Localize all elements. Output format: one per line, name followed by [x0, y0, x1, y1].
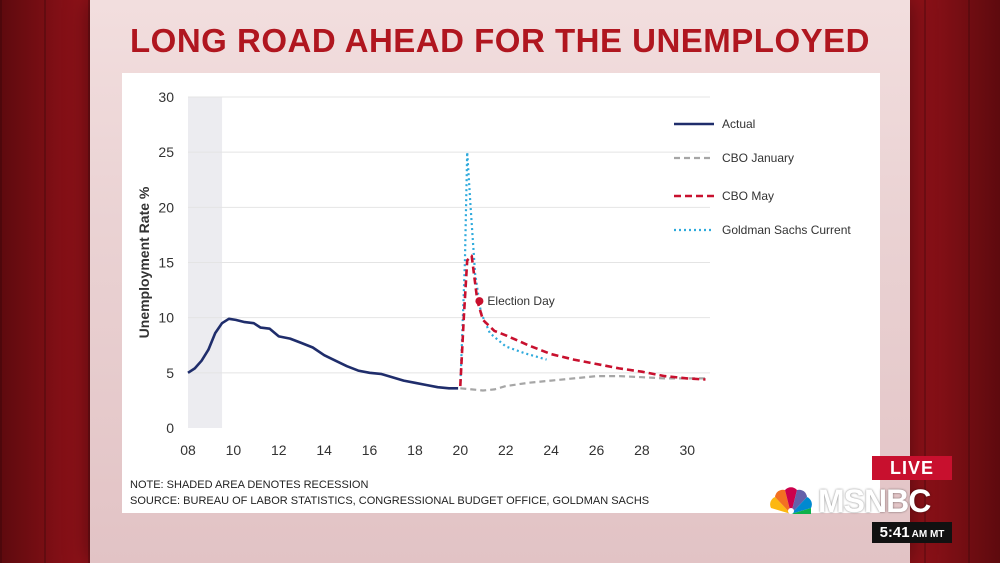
note-source: SOURCE: BUREAU OF LABOR STATISTICS, CONG…: [130, 495, 650, 507]
series-line-cbo-january: [460, 375, 706, 392]
y-tick-label: 20: [158, 199, 174, 215]
unemployment-chart: 0 5 10 15 20 25 30 08 10 12 14 16 18 20 22 24 26 28 30 Unem…: [136, 89, 851, 458]
x-tick-label: 14: [316, 442, 332, 458]
y-axis-label: Unemployment Rate %: [136, 186, 152, 338]
x-tick-label: 18: [407, 442, 423, 458]
network-name: MSNBC: [818, 482, 931, 519]
peacock-icon: [770, 487, 812, 514]
x-tick-label: 10: [226, 442, 242, 458]
note-recession: NOTE: SHADED AREA DENOTES RECESSION: [130, 479, 369, 491]
x-tick-label: 28: [634, 442, 650, 458]
series-line-actual: [187, 317, 459, 390]
chart-card: 0 5 10 15 20 25 30 08 10 12 14 16 18 20 22 24 26 28 30 Unem…: [122, 73, 880, 513]
x-tick-label: 22: [498, 442, 514, 458]
headline: LONG ROAD AHEAD FOR THE UNEMPLOYED: [130, 22, 870, 59]
y-tick-label: 25: [158, 144, 174, 160]
election-day-marker: [475, 297, 484, 306]
y-tick-label: 30: [158, 89, 174, 105]
y-tick-label: 0: [166, 420, 174, 436]
chart-notes: NOTE: SHADED AREA DENOTES RECESSION SOUR…: [130, 477, 649, 509]
x-tick-label: 12: [271, 442, 287, 458]
x-tick-label: 30: [680, 442, 696, 458]
legend-label: CBO January: [722, 151, 794, 165]
clock-time: 5:41: [879, 524, 910, 541]
x-tick-label: 26: [589, 442, 605, 458]
legend-label: CBO May: [722, 189, 774, 203]
y-tick-label: 10: [158, 310, 174, 326]
x-tick-label: 20: [453, 442, 469, 458]
x-tick-label: 08: [180, 442, 196, 458]
y-tick-label: 15: [158, 255, 174, 271]
series-line-cbo-may: [459, 254, 706, 387]
legend-label: Goldman Sachs Current: [722, 223, 851, 237]
legend-label: Actual: [722, 117, 755, 131]
clock-badge: 5:41 AM MT: [872, 522, 952, 543]
x-tick-label: 24: [543, 442, 559, 458]
series-line-goldman-sachs-current: [459, 151, 547, 387]
x-tick-label: 16: [362, 442, 378, 458]
network-logo: MSNBC: [768, 482, 931, 519]
election-day-label: Election Day: [487, 294, 554, 308]
y-tick-label: 5: [166, 365, 174, 381]
clock-timezone: AM MT: [911, 529, 945, 540]
live-badge: LIVE: [872, 456, 952, 480]
